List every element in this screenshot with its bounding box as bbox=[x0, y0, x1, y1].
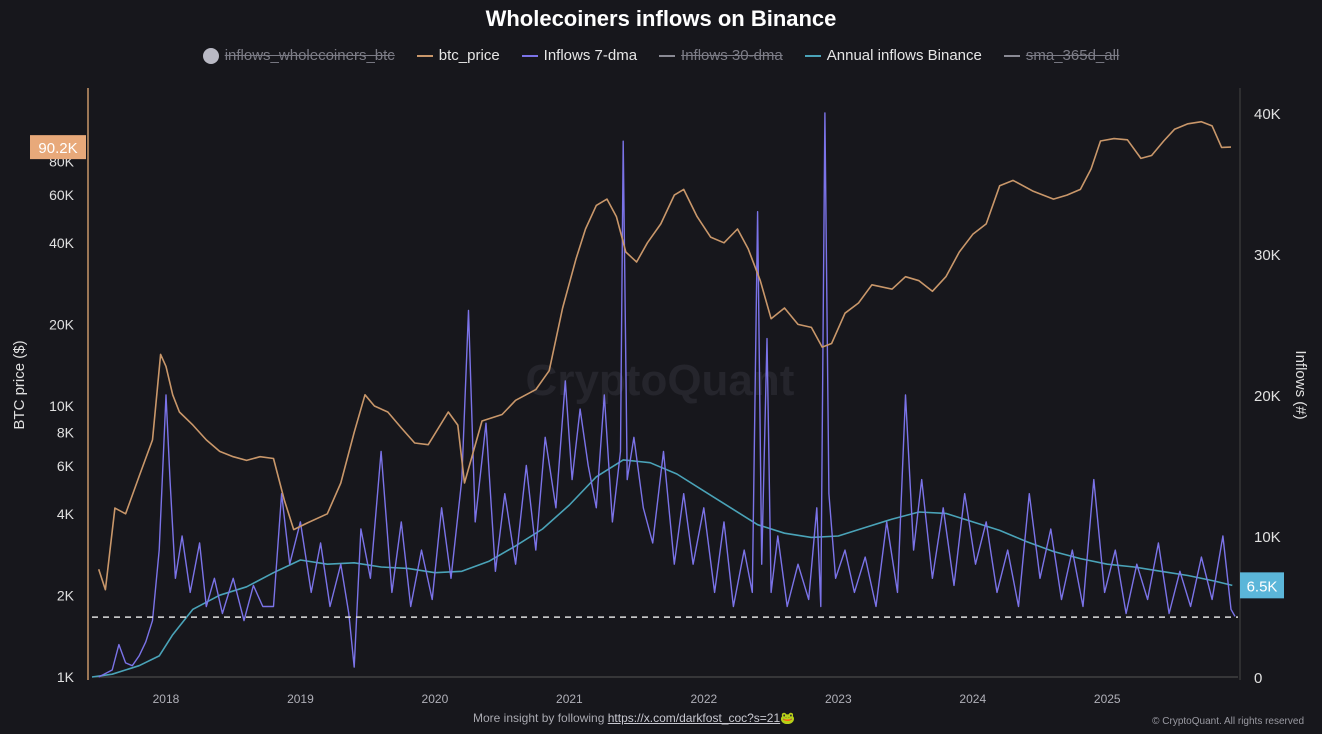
right-tick-label: 30K bbox=[1254, 247, 1281, 264]
right-tick-label: 20K bbox=[1254, 388, 1281, 405]
legend-swatch bbox=[521, 54, 538, 57]
right-tick-label: 10K bbox=[1254, 529, 1281, 546]
x-tick-label: 2023 bbox=[825, 692, 852, 706]
x-tick-label: 2020 bbox=[422, 692, 449, 706]
left-tick-label: 1K bbox=[57, 669, 75, 685]
legend-label: btc_price bbox=[438, 47, 500, 64]
footer: More insight by following https://x.com/… bbox=[473, 711, 795, 725]
left-axis-label: BTC price ($) bbox=[11, 340, 28, 429]
legend-item-inflows-7-dma[interactable]: Inflows 7-dma bbox=[521, 47, 638, 64]
legend-item-inflows-wholecoiners-btc[interactable]: inflows_wholecoiners_btc bbox=[202, 47, 395, 64]
watermark: CryptoQuant bbox=[526, 356, 795, 405]
legend-label: Inflows 7-dma bbox=[543, 47, 638, 64]
x-tick-label: 2018 bbox=[153, 692, 180, 706]
left-tick-label: 6K bbox=[57, 458, 75, 474]
series-btc-price bbox=[97, 120, 1232, 591]
right-tick-label: 0 bbox=[1254, 670, 1262, 687]
legend-swatch bbox=[804, 54, 821, 57]
price-badge bbox=[30, 135, 86, 160]
frog-emoji: 🐸 bbox=[780, 711, 796, 725]
legend-item-sma-365d-all[interactable]: sma_365d_all bbox=[1003, 47, 1120, 64]
x-tick-label: 2019 bbox=[287, 692, 314, 706]
price-badge-label: 90.2K bbox=[38, 140, 77, 157]
legend-label: Annual inflows Binance bbox=[826, 47, 982, 64]
left-tick-label: 20K bbox=[49, 316, 75, 332]
x-tick-label: 2022 bbox=[690, 692, 717, 706]
legend: inflows_wholecoiners_btc btc_price Inflows… bbox=[0, 47, 1322, 64]
right-axis-label: Inflows (#) bbox=[1292, 350, 1309, 419]
series-inflows-7-dma bbox=[98, 112, 1236, 678]
legend-swatch bbox=[416, 54, 433, 57]
legend-item-inflows-30-dma[interactable]: Inflows 30-dma bbox=[659, 47, 783, 64]
left-tick-label: 40K bbox=[49, 235, 75, 251]
chart-title: Wholecoiners inflows on Binance bbox=[485, 6, 837, 31]
left-tick-label: 10K bbox=[49, 398, 75, 414]
left-tick-label: 2K bbox=[57, 587, 75, 603]
footer-text: More insight by following bbox=[473, 711, 608, 725]
legend-swatch bbox=[202, 47, 219, 64]
legend-label: Inflows 30-dma bbox=[681, 47, 783, 64]
footer-link[interactable]: https://x.com/darkfost_coc?s=21 bbox=[607, 711, 781, 725]
annual-badge-label: 6.5K bbox=[1247, 578, 1278, 595]
legend-label: sma_365d_all bbox=[1025, 47, 1120, 64]
legend-swatch bbox=[1003, 54, 1020, 57]
legend-item-annual-inflows-binance[interactable]: Annual inflows Binance bbox=[804, 47, 982, 64]
left-tick-label: 60K bbox=[49, 187, 75, 203]
left-tick-label: 4K bbox=[57, 506, 75, 522]
legend-label: inflows_wholecoiners_btc bbox=[224, 47, 395, 64]
copyright: © CryptoQuant. All rights reserved bbox=[1152, 716, 1304, 727]
legend-swatch bbox=[659, 54, 676, 57]
annual-badge bbox=[1240, 572, 1284, 599]
right-tick-label: 40K bbox=[1254, 106, 1281, 123]
x-tick-label: 2025 bbox=[1094, 692, 1121, 706]
x-tick-label: 2021 bbox=[556, 692, 583, 706]
legend-item-btc-price[interactable]: btc_price bbox=[416, 47, 500, 64]
series-annual-inflows-binance bbox=[91, 459, 1233, 678]
left-tick-label: 8K bbox=[57, 424, 75, 440]
x-tick-label: 2024 bbox=[959, 692, 986, 706]
